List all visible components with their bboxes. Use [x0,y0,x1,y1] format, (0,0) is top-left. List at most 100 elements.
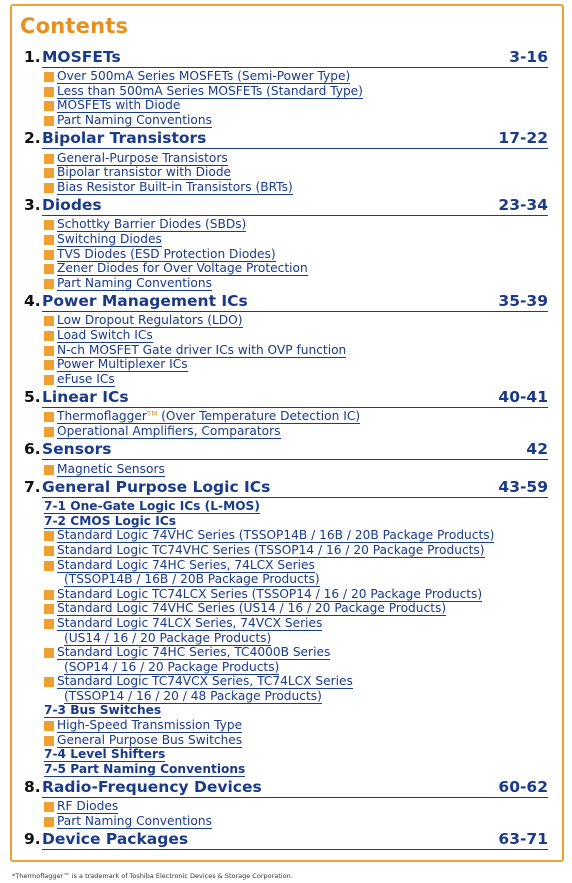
toc-item-link[interactable]: Power Multiplexer ICs [57,358,188,373]
toc-item-link[interactable]: 7-5 Part Naming Conventions [44,762,246,777]
toc-item-link[interactable]: Over 500mA Series MOSFETs (Semi-Power Ty… [57,70,351,85]
toc-item[interactable]: Bias Resistor Built-in Transistors (BRTs… [24,180,548,196]
toc-item-link[interactable]: Less than 500mA Series MOSFETs (Standard… [57,84,363,99]
toc-section-3[interactable]: 3. Diodes 23-34 [24,196,548,218]
section-pages[interactable]: 40-41 [498,388,548,409]
toc-item[interactable]: Operational Amplifiers, Comparators [24,424,548,440]
toc-item[interactable]: Standard Logic 74VHC Series (TSSOP14B / … [24,529,548,544]
toc-item-link[interactable]: 7-3 Bus Switches [44,704,162,719]
toc-section-7[interactable]: 7. General Purpose Logic ICs 43-59 [24,478,548,500]
section-pages[interactable]: 23-34 [498,196,548,217]
toc-item[interactable]: Switching Diodes [24,233,548,248]
toc-item[interactable]: (US14 / 16 / 20 Package Products) [24,631,548,646]
toc-item[interactable]: Over 500mA Series MOSFETs (Semi-Power Ty… [24,70,548,85]
section-link[interactable]: MOSFETs [42,48,510,68]
toc-item-link[interactable]: Part Naming Conventions [57,276,212,291]
toc-item[interactable]: Part Naming Conventions [24,815,548,830]
toc-item[interactable]: Part Naming Conventions [24,114,548,129]
toc-section-1[interactable]: 1. MOSFETs 3-16 [24,48,548,70]
section-link[interactable]: Linear ICs [42,388,499,409]
toc-item-link[interactable]: 7-2 CMOS Logic ICs [44,514,176,529]
toc-item[interactable]: N-ch MOSFET Gate driver ICs with OVP fun… [24,343,548,358]
toc-item-link[interactable]: Standard Logic TC74LCX Series (TSSOP14 /… [57,587,483,602]
toc-item[interactable]: (TSSOP14 / 16 / 20 / 48 Package Products… [24,689,548,705]
toc-item[interactable]: Load Switch ICs [24,329,548,344]
toc-item-link[interactable]: eFuse ICs [57,372,115,387]
toc-item[interactable]: ThermoflaggerTM (Over Temperature Detect… [24,410,548,425]
toc-section-2[interactable]: 2. Bipolar Transistors 17-22 [24,129,548,151]
toc-item[interactable]: (TSSOP14B / 16B / 20B Package Products) [24,573,548,588]
toc-item-link[interactable]: Zener Diodes for Over Voltage Protection [57,262,308,277]
section-pages[interactable]: 3-16 [509,48,548,68]
toc-item-link[interactable]: 7-1 One-Gate Logic ICs (L-MOS) [44,500,260,515]
toc-item[interactable]: Standard Logic 74HC Series, TC4000B Seri… [24,646,548,661]
toc-item[interactable]: Zener Diodes for Over Voltage Protection [24,262,548,277]
toc-item-link[interactable]: (TSSOP14 / 16 / 20 / 48 Package Products… [64,689,322,704]
toc-item-link[interactable]: Low Dropout Regulators (LDO) [57,314,243,329]
toc-item[interactable]: Bipolar transistor with Diode [24,166,548,181]
toc-section-9[interactable]: 9. Device Packages 63-71 [24,830,548,852]
toc-item[interactable]: Standard Logic 74HC Series, 74LCX Series [24,558,548,573]
toc-item-link[interactable]: MOSFETs with Diode [57,99,181,114]
section-link[interactable]: Bipolar Transistors [42,129,499,150]
toc-subsection[interactable]: 7-1 One-Gate Logic ICs (L-MOS) [24,500,548,515]
section-pages[interactable]: 17-22 [498,129,548,150]
toc-item[interactable]: Standard Logic 74VHC Series (US14 / 16 /… [24,602,548,617]
toc-item-link[interactable]: RF Diodes [57,800,119,815]
toc-item[interactable]: Magnetic Sensors [24,462,548,477]
toc-item[interactable]: Low Dropout Regulators (LDO) [24,314,548,329]
toc-item[interactable]: Power Multiplexer ICs [24,358,548,373]
toc-item-link[interactable]: Bipolar transistor with Diode [57,166,232,181]
toc-item-link[interactable]: Part Naming Conventions [57,114,212,129]
toc-item[interactable]: Standard Logic TC74VHC Series (TSSOP14 /… [24,543,548,559]
section-pages[interactable]: 42 [526,440,548,461]
toc-item-link[interactable]: Standard Logic TC74VHC Series (TSSOP14 /… [57,543,485,558]
toc-item[interactable]: Less than 500mA Series MOSFETs (Standard… [24,84,548,100]
toc-item-link[interactable]: ThermoflaggerTM (Over Temperature Detect… [57,410,361,425]
toc-item-link[interactable]: High-Speed Transmission Type [57,719,243,734]
toc-section-6[interactable]: 6. Sensors 42 [24,440,548,462]
toc-section-5[interactable]: 5. Linear ICs 40-41 [24,388,548,410]
section-link[interactable]: Power Management ICs [42,292,499,313]
toc-subsection[interactable]: 7-4 Level Shifters [24,748,548,763]
section-pages[interactable]: 43-59 [498,477,548,498]
toc-item[interactable]: Part Naming Conventions [24,276,548,292]
toc-item-link[interactable]: (US14 / 16 / 20 Package Products) [64,631,272,646]
toc-section-4[interactable]: 4. Power Management ICs 35-39 [24,292,548,314]
toc-item[interactable]: (SOP14 / 16 / 20 Package Products) [24,660,548,675]
toc-item-link[interactable]: General Purpose Bus Switches [57,733,243,748]
toc-item-link[interactable]: Magnetic Sensors [57,462,165,477]
toc-item[interactable]: General Purpose Bus Switches [24,733,548,748]
toc-item[interactable]: Schottky Barrier Diodes (SBDs) [24,218,548,233]
toc-item[interactable]: eFuse ICs [24,372,548,388]
section-link[interactable]: Sensors [42,440,527,461]
section-pages[interactable]: 60-62 [498,778,548,799]
toc-subsection[interactable]: 7-3 Bus Switches [24,704,548,719]
toc-item-link[interactable]: (TSSOP14B / 16B / 20B Package Products) [64,573,320,588]
toc-item-link[interactable]: (SOP14 / 16 / 20 Package Products) [64,660,280,675]
toc-item[interactable]: TVS Diodes (ESD Protection Diodes) [24,247,548,262]
toc-item-link[interactable]: Bias Resistor Built-in Transistors (BRTs… [57,180,293,195]
toc-item[interactable]: Standard Logic TC74LCX Series (TSSOP14 /… [24,587,548,602]
toc-item-link[interactable]: Standard Logic 74VHC Series (TSSOP14B / … [57,529,495,544]
toc-item-link[interactable]: General-Purpose Transistors [57,151,228,166]
section-pages[interactable]: 35-39 [498,292,548,313]
toc-item-link[interactable]: 7-4 Level Shifters [44,748,166,763]
toc-item[interactable]: MOSFETs with Diode [24,99,548,114]
toc-item-link[interactable]: Part Naming Conventions [57,815,212,830]
toc-item-link[interactable]: N-ch MOSFET Gate driver ICs with OVP fun… [57,343,347,358]
section-link[interactable]: Device Packages [42,830,499,851]
toc-item[interactable]: General-Purpose Transistors [24,151,548,166]
section-pages[interactable]: 63-71 [498,830,548,851]
toc-item[interactable]: Standard Logic TC74VCX Series, TC74LCX S… [24,675,548,690]
toc-subsection[interactable]: 7-5 Part Naming Conventions [24,762,548,778]
toc-item-link[interactable]: Schottky Barrier Diodes (SBDs) [57,218,247,233]
toc-item-link[interactable]: TVS Diodes (ESD Protection Diodes) [57,247,276,262]
section-link[interactable]: Radio-Frequency Devices [42,778,499,799]
toc-section-8[interactable]: 8. Radio-Frequency Devices 60-62 [24,778,548,800]
toc-item[interactable]: Standard Logic 74LCX Series, 74VCX Serie… [24,616,548,632]
toc-item-link[interactable]: Operational Amplifiers, Comparators [57,424,281,439]
toc-item-link[interactable]: Standard Logic TC74VCX Series, TC74LCX S… [57,675,353,690]
toc-item[interactable]: High-Speed Transmission Type [24,719,548,734]
toc-item-link[interactable]: Standard Logic 74HC Series, 74LCX Series [57,558,315,573]
